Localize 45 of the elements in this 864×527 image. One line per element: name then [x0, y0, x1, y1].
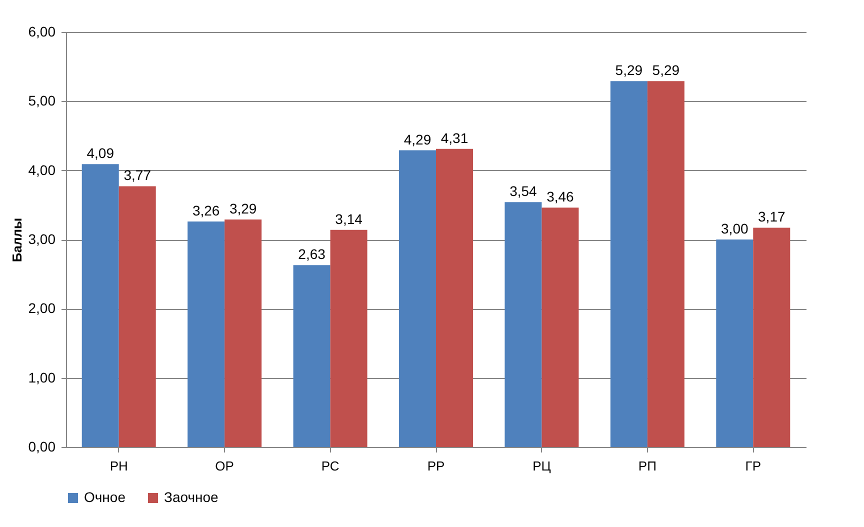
data-label: 3,77 — [124, 167, 152, 184]
bar — [330, 230, 368, 447]
data-label: 2,63 — [298, 246, 326, 262]
data-label: 3,00 — [721, 220, 748, 236]
bar — [753, 228, 790, 447]
x-tick-label: РН — [110, 458, 128, 474]
x-tick-label: ГР — [745, 458, 761, 474]
y-tick-label: 0,00 — [28, 438, 56, 454]
y-tick-label: 6,00 — [28, 24, 56, 40]
data-label: 4,31 — [440, 130, 468, 146]
bar — [504, 202, 542, 447]
bar — [293, 265, 330, 447]
bar — [118, 186, 156, 447]
bar — [610, 81, 648, 447]
y-tick-label: 4,00 — [28, 162, 56, 178]
x-tick-label: ОР — [215, 458, 234, 474]
data-label: 5,29 — [615, 62, 643, 78]
bar — [716, 240, 754, 447]
y-tick-label: 1,00 — [28, 369, 56, 386]
data-label: 3,17 — [758, 208, 786, 225]
y-tick-label: 3,00 — [28, 231, 56, 247]
bar — [436, 148, 473, 447]
bar — [82, 164, 119, 447]
bar — [224, 219, 262, 447]
bar — [399, 150, 436, 447]
data-label: 4,29 — [404, 131, 432, 148]
data-label: 3,26 — [192, 202, 220, 219]
data-label: 3,54 — [510, 183, 538, 200]
bar — [542, 208, 579, 447]
data-label: 3,14 — [335, 210, 363, 227]
data-label: 3,29 — [229, 200, 257, 216]
x-tick-label: РС — [321, 458, 340, 474]
y-axis-title: Баллы — [9, 218, 24, 262]
legend-label: Заочное — [164, 489, 219, 505]
bar — [188, 222, 225, 447]
x-tick-label: РП — [638, 458, 656, 474]
data-label: 3,46 — [546, 188, 574, 205]
data-label: 5,29 — [652, 62, 680, 78]
x-tick-label: РЦ — [532, 458, 552, 474]
legend-label: Очное — [84, 489, 126, 505]
y-tick-label: 2,00 — [28, 300, 56, 316]
bar — [647, 81, 684, 447]
data-label: 4,09 — [86, 145, 114, 162]
y-tick-label: 5,00 — [28, 92, 56, 109]
x-tick-label: РР — [427, 458, 445, 474]
